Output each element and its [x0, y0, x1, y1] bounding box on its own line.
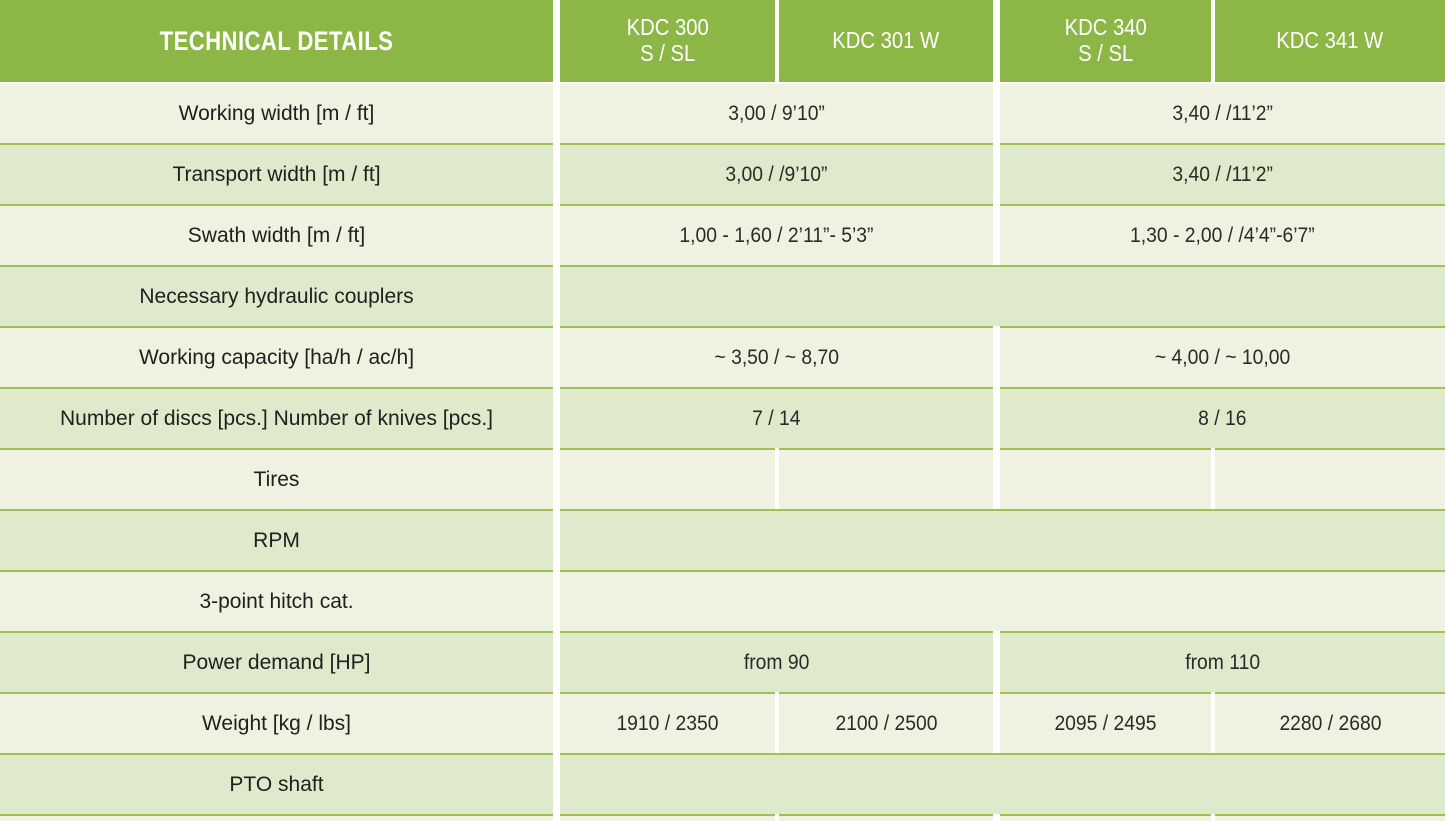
row-label: Working capacity [ha/h / ac/h] — [138, 345, 415, 369]
value-cell: 3,00 / /9’10” — [560, 143, 993, 204]
row-label-cell: Power demand [HP] — [0, 631, 553, 692]
table-title-cell: TECHNICAL DETAILS — [0, 0, 553, 82]
value-text: 3,00 / /9’10” — [725, 162, 828, 186]
row-label: RPM — [253, 528, 300, 552]
value-cell: ~ 4,00 / ~ 10,00 — [1000, 326, 1445, 387]
row-label-cell: Tires — [0, 448, 553, 509]
value-text: 3,40 / /11’2” — [1172, 162, 1273, 186]
value-cell: 3,40 / /11’2” — [1000, 143, 1445, 204]
row-label: Swath width [m / ft] — [187, 223, 366, 247]
value-text: 2100 / 2500 — [834, 711, 938, 735]
column-header-line2: S / SL — [639, 40, 696, 66]
table-row-rpm: RPM — [0, 509, 1445, 570]
row-label: PTO shaft — [229, 772, 324, 796]
value-cell: 1,30 - 2,00 / /4’4”-6’7” — [1000, 204, 1445, 265]
row-label-cell: RPM — [0, 509, 553, 570]
value-text: 1,30 - 2,00 / /4’4”-6’7” — [1130, 223, 1315, 247]
row-label: Transport width [m / ft] — [172, 162, 381, 186]
value-cell: from 90 — [560, 631, 993, 692]
value-cell — [779, 448, 993, 509]
row-label: 3-point hitch cat. — [199, 589, 354, 613]
value-cell — [560, 570, 1445, 631]
row-label-cell: Transport width [m / ft] — [0, 143, 553, 204]
value-cell: 3,00 / 9’10” — [560, 82, 993, 143]
column-header-line1: KDC 301 W — [832, 27, 940, 54]
row-label-cell: Swath width [m / ft] — [0, 204, 553, 265]
table-row-power-demand: Power demand [HP] from 90 from 110 — [0, 631, 1445, 692]
partial-row-cell — [779, 814, 993, 821]
value-cell: 2100 / 2500 — [779, 692, 993, 753]
value-cell: 1910 / 2350 — [560, 692, 775, 753]
value-cell — [560, 448, 775, 509]
value-text: from 90 — [743, 650, 810, 674]
partial-row-cell — [1215, 814, 1445, 821]
column-header-kdc-300: KDC 300 S / SL — [560, 0, 775, 82]
table-row-working-width: Working width [m / ft] 3,00 / 9’10” 3,40… — [0, 82, 1445, 143]
row-label-cell: Number of discs [pcs.] Number of knives … — [0, 387, 553, 448]
partial-row-cell — [0, 814, 553, 821]
value-cell: 2280 / 2680 — [1215, 692, 1445, 753]
row-label-cell: Working width [m / ft] — [0, 82, 553, 143]
column-header-kdc-341w: KDC 341 W — [1215, 0, 1445, 82]
table-row-partial-bottom — [0, 814, 1445, 821]
value-cell — [1000, 448, 1211, 509]
value-cell: 7 / 14 — [560, 387, 993, 448]
table-row-swath-width: Swath width [m / ft] 1,00 - 1,60 / 2’11”… — [0, 204, 1445, 265]
value-text: from 110 — [1185, 650, 1260, 674]
column-header-kdc-340: KDC 340 S / SL — [1000, 0, 1211, 82]
table-row-tires: Tires — [0, 448, 1445, 509]
row-label-cell: Necessary hydraulic couplers — [0, 265, 553, 326]
row-label: Tires — [253, 467, 300, 491]
value-cell — [1215, 448, 1445, 509]
value-cell: from 110 — [1000, 631, 1445, 692]
row-label-cell: Weight [kg / lbs] — [0, 692, 553, 753]
value-cell — [560, 265, 1445, 326]
column-header-line1: KDC 341 W — [1276, 27, 1384, 54]
value-cell: 1,00 - 1,60 / 2’11”- 5’3” — [560, 204, 993, 265]
value-text: 2280 / 2680 — [1278, 711, 1382, 735]
table-row-working-capacity: Working capacity [ha/h / ac/h] ~ 3,50 / … — [0, 326, 1445, 387]
value-text: 3,40 / /11’2” — [1172, 101, 1273, 125]
column-header-kdc-301w: KDC 301 W — [779, 0, 993, 82]
row-label: Necessary hydraulic couplers — [139, 284, 414, 308]
table-row-pto-shaft: PTO shaft — [0, 753, 1445, 814]
row-label: Number of discs [pcs.] Number of knives … — [60, 406, 493, 430]
value-cell — [560, 753, 1445, 814]
value-cell: 8 / 16 — [1000, 387, 1445, 448]
value-cell: 3,40 / /11’2” — [1000, 82, 1445, 143]
table-header-row: TECHNICAL DETAILS KDC 300 S / SL KDC 301… — [0, 0, 1445, 82]
row-label-cell: PTO shaft — [0, 753, 553, 814]
value-text: 7 / 14 — [752, 406, 801, 430]
partial-row-cell — [560, 814, 775, 821]
value-text: 1,00 - 1,60 / 2’11”- 5’3” — [679, 223, 874, 247]
value-cell: ~ 3,50 / ~ 8,70 — [560, 326, 993, 387]
table-title: TECHNICAL DETAILS — [159, 25, 394, 56]
value-text: ~ 3,50 / ~ 8,70 — [714, 345, 839, 369]
row-label: Working width [m / ft] — [178, 101, 375, 125]
table-row-discs-knives: Number of discs [pcs.] Number of knives … — [0, 387, 1445, 448]
row-label: Power demand [HP] — [182, 650, 371, 674]
table-row-weight: Weight [kg / lbs] 1910 / 2350 2100 / 250… — [0, 692, 1445, 753]
table-row-transport-width: Transport width [m / ft] 3,00 / /9’10” 3… — [0, 143, 1445, 204]
value-cell — [560, 509, 1445, 570]
table-row-hitch-category: 3-point hitch cat. — [0, 570, 1445, 631]
value-text: 3,00 / 9’10” — [728, 101, 825, 125]
value-text: 8 / 16 — [1198, 406, 1247, 430]
value-cell: 2095 / 2495 — [1000, 692, 1211, 753]
value-text: ~ 4,00 / ~ 10,00 — [1154, 345, 1291, 369]
column-header-line2: S / SL — [1077, 40, 1134, 66]
table-row-hydraulic-couplers: Necessary hydraulic couplers — [0, 265, 1445, 326]
value-text: 2095 / 2495 — [1054, 711, 1157, 735]
row-label: Weight [kg / lbs] — [201, 711, 351, 735]
row-label-cell: Working capacity [ha/h / ac/h] — [0, 326, 553, 387]
partial-row-cell — [1000, 814, 1211, 821]
row-label-cell: 3-point hitch cat. — [0, 570, 553, 631]
value-text: 1910 / 2350 — [616, 711, 719, 735]
column-header-line1: KDC 300 — [626, 14, 709, 41]
column-header-line1: KDC 340 — [1064, 14, 1147, 41]
